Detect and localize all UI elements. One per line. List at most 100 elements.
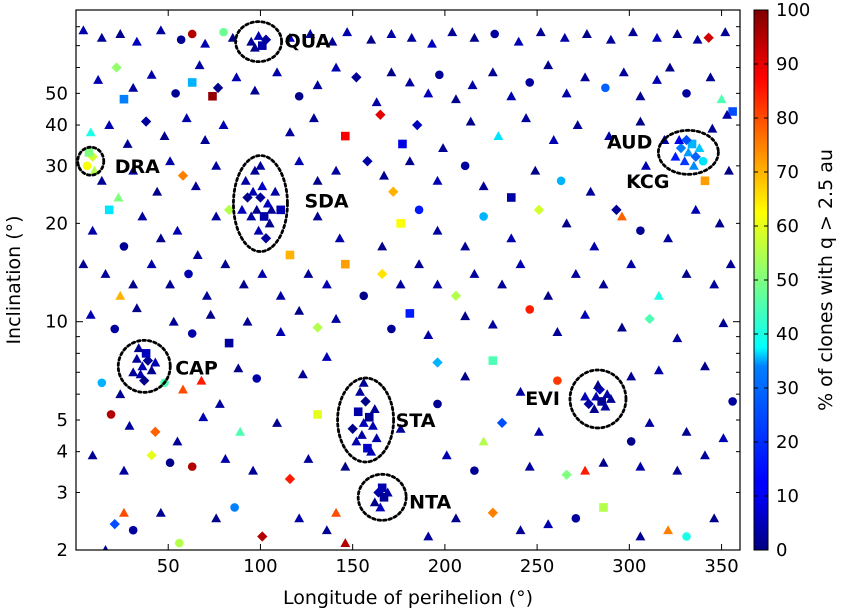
data-point	[211, 160, 222, 170]
shower-ellipse-aud	[656, 128, 720, 176]
data-point	[672, 333, 683, 343]
data-point	[363, 443, 372, 453]
data-point	[423, 531, 434, 541]
x-axis-label: Longitude of perihelion (°)	[283, 587, 533, 609]
data-point	[450, 290, 462, 301]
shower-label-nta: NTA	[409, 491, 451, 513]
data-point	[187, 462, 197, 471]
data-point	[488, 356, 498, 365]
data-point	[257, 531, 268, 542]
data-point	[297, 369, 308, 379]
data-point	[687, 139, 697, 149]
data-point	[561, 218, 572, 228]
data-point	[404, 156, 415, 166]
data-point	[369, 497, 380, 507]
data-point	[155, 507, 166, 517]
shower-ellipse-sda	[232, 154, 289, 253]
data-point	[487, 67, 498, 77]
data-point	[580, 72, 591, 82]
data-point	[369, 404, 380, 414]
data-point	[351, 72, 362, 83]
data-point	[460, 311, 471, 321]
data-point	[178, 384, 188, 394]
data-point	[141, 349, 151, 358]
data-point	[561, 88, 572, 98]
data-point	[366, 34, 377, 44]
data-point	[137, 211, 148, 221]
data-point	[692, 34, 703, 44]
x-tick-label: 250	[520, 556, 554, 577]
data-point	[312, 322, 323, 333]
shower-label-evi: EVI	[525, 388, 560, 410]
data-point	[249, 165, 260, 175]
data-point	[131, 36, 142, 46]
data-point	[572, 120, 583, 129]
data-point	[447, 27, 458, 37]
shower-ellipse-sta	[336, 376, 395, 464]
data-point	[441, 450, 452, 460]
data-point	[705, 72, 716, 82]
data-point	[242, 192, 253, 203]
data-point	[196, 375, 207, 385]
data-point	[493, 131, 504, 141]
data-point	[432, 357, 443, 368]
data-point	[231, 72, 242, 82]
data-point	[150, 426, 161, 438]
data-point	[535, 27, 546, 37]
data-point	[427, 38, 437, 48]
data-point	[362, 156, 373, 167]
data-point	[635, 91, 646, 101]
data-point	[605, 394, 616, 403]
data-point	[171, 89, 180, 98]
data-point	[366, 446, 377, 456]
data-point	[205, 309, 216, 319]
colorbar-label: % of clones with q > 2.5 au	[815, 149, 837, 411]
data-point	[113, 192, 124, 202]
data-point	[709, 513, 720, 523]
shower-label-sda: SDA	[304, 191, 348, 213]
data-point	[398, 139, 407, 149]
data-point	[371, 97, 382, 107]
data-point	[664, 62, 675, 72]
data-point	[212, 82, 224, 93]
data-point	[652, 32, 662, 42]
data-point	[553, 376, 562, 385]
data-point	[423, 88, 434, 98]
data-point	[593, 380, 603, 389]
data-point	[139, 375, 150, 386]
data-point	[487, 507, 499, 518]
data-point	[152, 186, 163, 196]
data-point	[110, 324, 120, 334]
data-point	[340, 538, 351, 548]
data-point	[679, 156, 690, 166]
data-point	[272, 67, 282, 77]
data-point	[414, 259, 425, 269]
colorbar-tick-label: 0	[776, 540, 787, 561]
shower-ellipse-evi	[568, 368, 628, 430]
data-point	[184, 269, 193, 279]
data-point	[377, 268, 388, 280]
data-point	[294, 156, 305, 166]
data-point	[260, 233, 272, 244]
x-tick-label: 350	[704, 556, 738, 577]
data-point	[133, 343, 144, 353]
data-point	[688, 160, 699, 170]
shower-annotations: QUA DRA SDA AUD KCG CAP STA EVI NTA	[76, 20, 720, 522]
data-point	[405, 309, 415, 318]
data-point	[640, 160, 651, 170]
data-point	[597, 397, 606, 406]
data-point	[248, 465, 259, 475]
data-point	[240, 175, 251, 185]
data-point	[371, 433, 382, 443]
data-point	[276, 205, 286, 215]
data-point	[375, 502, 386, 512]
data-point	[272, 417, 282, 427]
shower-ellipse-nta	[356, 472, 408, 522]
data-point	[605, 34, 616, 44]
data-point	[142, 355, 154, 366]
data-point	[294, 91, 304, 101]
data-point	[109, 518, 120, 530]
y-tick-label: 4	[57, 442, 68, 463]
data-point	[285, 250, 295, 260]
data-point	[340, 131, 350, 141]
